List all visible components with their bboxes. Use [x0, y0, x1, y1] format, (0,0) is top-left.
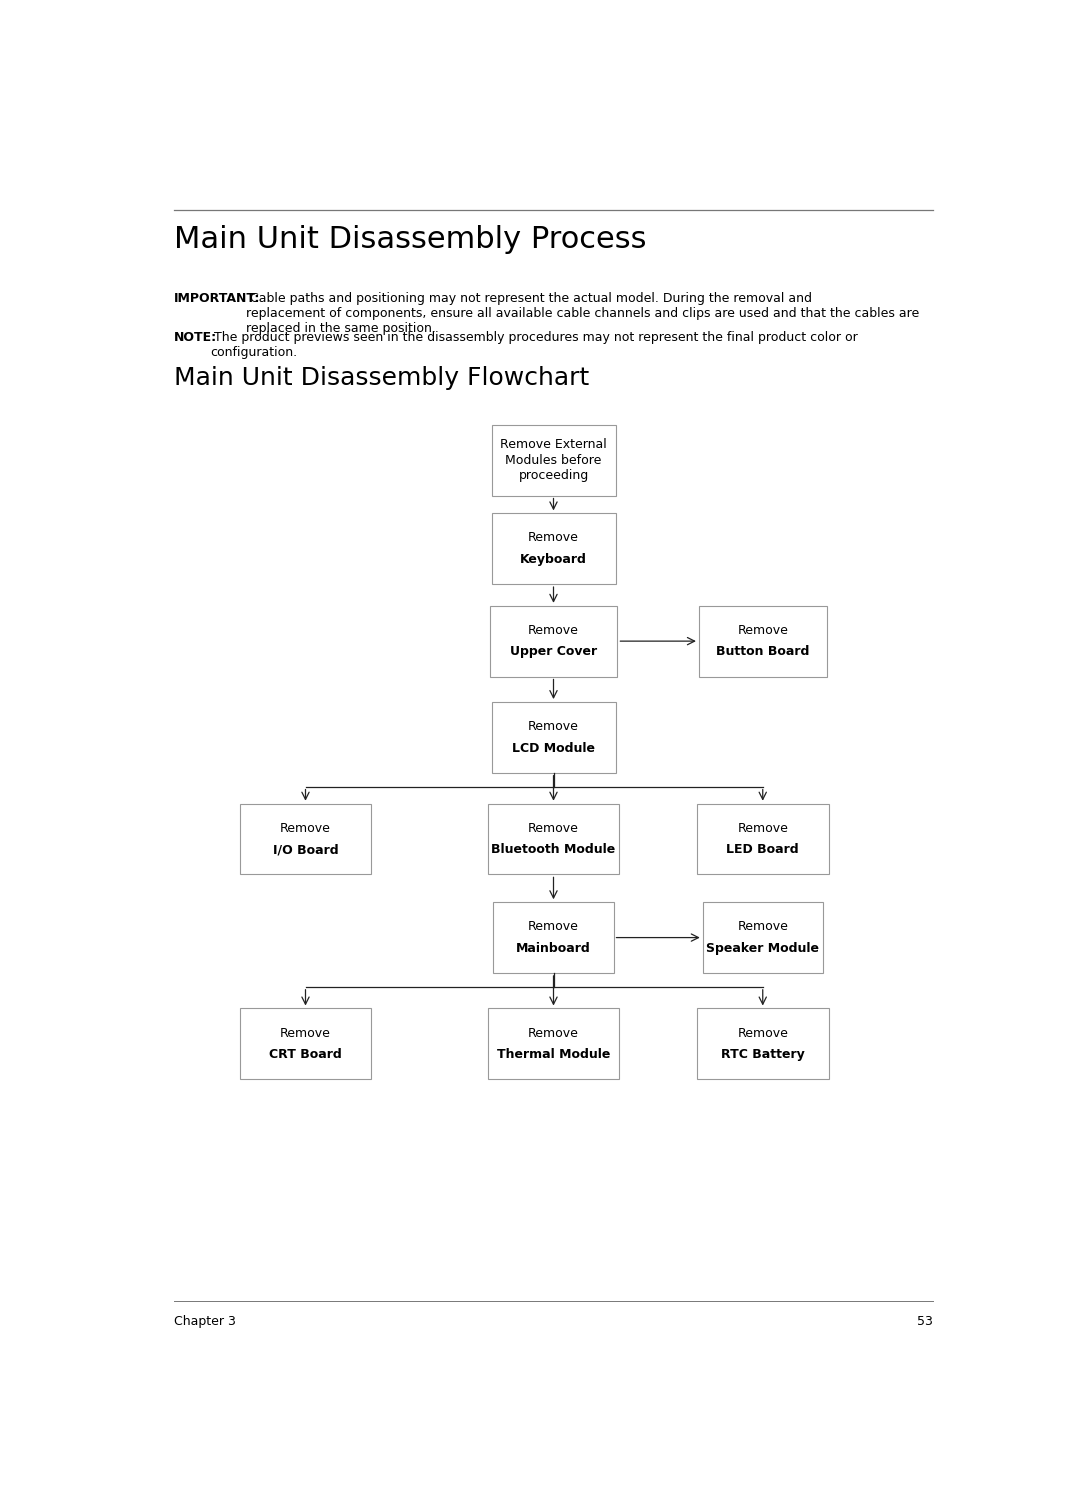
Text: Mainboard: Mainboard [516, 942, 591, 956]
Text: IMPORTANT:: IMPORTANT: [174, 292, 260, 305]
Text: Speaker Module: Speaker Module [706, 942, 820, 956]
Text: Modules before: Modules before [505, 454, 602, 467]
Text: LED Board: LED Board [727, 844, 799, 856]
Text: Remove: Remove [280, 1027, 330, 1040]
Text: Remove: Remove [528, 921, 579, 933]
FancyBboxPatch shape [488, 803, 619, 874]
Text: Remove: Remove [528, 720, 579, 733]
Text: Remove: Remove [528, 821, 579, 835]
FancyBboxPatch shape [240, 803, 372, 874]
Text: Remove: Remove [528, 531, 579, 544]
Text: Main Unit Disassembly Flowchart: Main Unit Disassembly Flowchart [174, 366, 589, 390]
FancyBboxPatch shape [697, 1009, 828, 1080]
Text: Thermal Module: Thermal Module [497, 1048, 610, 1061]
Text: Main Unit Disassembly Process: Main Unit Disassembly Process [174, 225, 646, 254]
Text: LCD Module: LCD Module [512, 742, 595, 754]
Text: Remove: Remove [738, 624, 788, 637]
Text: Cable paths and positioning may not represent the actual model. During the remov: Cable paths and positioning may not repr… [246, 292, 919, 336]
Text: Bluetooth Module: Bluetooth Module [491, 844, 616, 856]
FancyBboxPatch shape [491, 513, 616, 584]
Text: Button Board: Button Board [716, 646, 809, 658]
Text: Chapter 3: Chapter 3 [174, 1315, 235, 1328]
Text: CRT Board: CRT Board [269, 1048, 342, 1061]
Text: proceeding: proceeding [518, 469, 589, 482]
FancyBboxPatch shape [697, 803, 828, 874]
Text: Keyboard: Keyboard [521, 553, 586, 565]
Text: NOTE:: NOTE: [174, 331, 217, 343]
Text: Remove: Remove [738, 921, 788, 933]
Text: Upper Cover: Upper Cover [510, 646, 597, 658]
FancyBboxPatch shape [494, 903, 613, 974]
Text: I/O Board: I/O Board [272, 844, 338, 856]
FancyBboxPatch shape [240, 1009, 372, 1080]
FancyBboxPatch shape [703, 903, 823, 974]
FancyBboxPatch shape [699, 606, 826, 676]
Text: Remove: Remove [528, 624, 579, 637]
Text: Remove External: Remove External [500, 438, 607, 451]
Text: Remove: Remove [738, 1027, 788, 1040]
Text: Remove: Remove [738, 821, 788, 835]
Text: Remove: Remove [528, 1027, 579, 1040]
FancyBboxPatch shape [491, 425, 616, 496]
Text: The product previews seen in the disassembly procedures may not represent the fi: The product previews seen in the disasse… [211, 331, 858, 358]
Text: 53: 53 [917, 1315, 933, 1328]
Text: Remove: Remove [280, 821, 330, 835]
Text: RTC Battery: RTC Battery [720, 1048, 805, 1061]
FancyBboxPatch shape [491, 702, 616, 773]
FancyBboxPatch shape [489, 606, 618, 676]
FancyBboxPatch shape [488, 1009, 619, 1080]
